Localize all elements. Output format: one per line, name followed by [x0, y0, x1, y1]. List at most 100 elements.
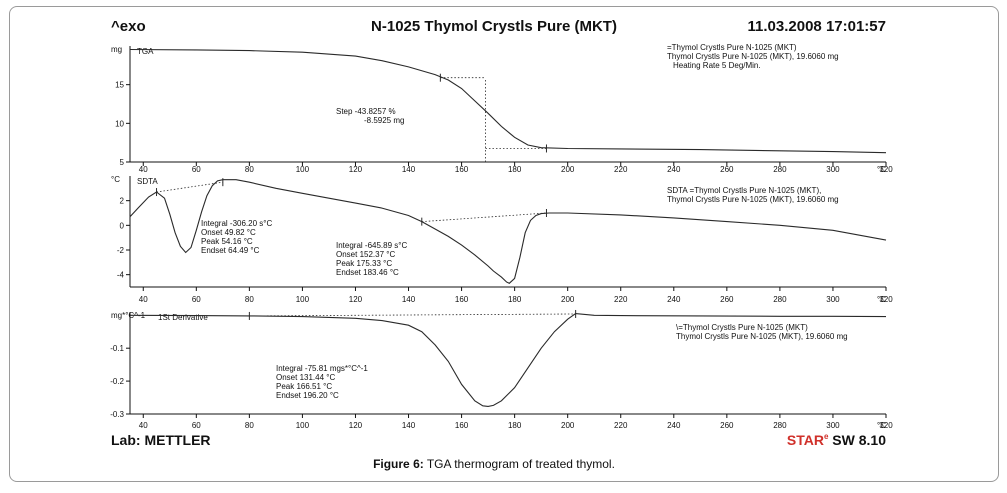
software-label: STARe SW 8.10 [787, 432, 886, 448]
annotation-line: Peak 166.51 °C [276, 382, 332, 391]
y-unit-label: mg*°C^-1 [111, 311, 146, 320]
x-tick-label: 280 [773, 421, 787, 430]
x-tick-label: 120 [349, 421, 363, 430]
annotation-line: Integral -306.20 s°C [201, 219, 272, 228]
x-tick-label: 260 [720, 295, 734, 304]
y-tick-label: -0.2 [110, 377, 124, 386]
x-tick-label: 260 [720, 421, 734, 430]
x-tick-label: 100 [296, 165, 310, 174]
x-tick-label: 160 [455, 295, 469, 304]
annotation-line: Endset 64.49 °C [201, 246, 260, 255]
legend-line: Thymol Crystls Pure N-1025 (MKT), 19.606… [676, 332, 848, 341]
annotation-line: Step -43.8257 % [336, 107, 396, 116]
x-tick-label: 100 [296, 295, 310, 304]
x-tick-label: 300 [826, 165, 840, 174]
x-tick-label: 40 [139, 165, 148, 174]
annotation-line: Integral -645.89 s°C [336, 241, 407, 250]
star-mark: e [824, 432, 829, 441]
legend-line: =Thymol Crystls Pure N-1025 (MKT) [667, 43, 797, 52]
y-unit-label: mg [111, 45, 122, 54]
annotation-line: Integral -75.81 mgs*°C^-1 [276, 364, 368, 373]
annotation-line: Onset 49.82 °C [201, 228, 256, 237]
x-tick-label: 120 [349, 165, 363, 174]
x-tick-label: 240 [667, 421, 681, 430]
x-tick-label: 180 [508, 165, 522, 174]
x-tick-label: 240 [667, 165, 681, 174]
x-tick-label: 140 [402, 295, 416, 304]
figure-frame [9, 6, 999, 482]
annotation-line: Onset 131.44 °C [276, 373, 335, 382]
y-tick-label: 0 [120, 221, 125, 230]
x-unit-label: °C [877, 295, 886, 304]
chart-title: N-1025 Thymol Crystls Pure (MKT) [371, 18, 617, 35]
x-unit-label: °C [877, 165, 886, 174]
x-tick-label: 160 [455, 165, 469, 174]
annotation-line: -8.5925 mg [364, 116, 404, 125]
x-tick-label: 60 [192, 295, 201, 304]
figure-caption: Figure 6: TGA thermogram of treated thym… [373, 457, 615, 471]
legend-line: Thymol Crystls Pure N-1025 (MKT), 19.606… [667, 195, 839, 204]
x-tick-label: 40 [139, 295, 148, 304]
annotation-line: Peak 175.33 °C [336, 259, 392, 268]
lab-label: Lab: METTLER [111, 432, 211, 448]
series-line [129, 179, 887, 284]
x-tick-label: 200 [561, 165, 575, 174]
x-tick-label: 140 [402, 165, 416, 174]
caption-text: TGA thermogram of treated thymol. [424, 457, 615, 471]
annotation-line: Endset 183.46 °C [336, 268, 399, 277]
legend-line: Thymol Crystls Pure N-1025 (MKT), 19.606… [667, 52, 839, 61]
integration-baseline [421, 212, 547, 223]
x-tick-label: 220 [614, 421, 628, 430]
star-brand: STAR [787, 432, 824, 448]
x-tick-label: 220 [614, 295, 628, 304]
panels: 40 60 80 100 120 140 160 180 200 220 240 260 280 300 3… [110, 43, 893, 430]
y-tick-label: 10 [115, 119, 124, 128]
x-tick-label: 200 [561, 421, 575, 430]
x-tick-label: 60 [192, 165, 201, 174]
x-tick-label: 260 [720, 165, 734, 174]
x-tick-label: 80 [245, 165, 254, 174]
x-tick-label: 320 [879, 165, 893, 174]
y-tick-label: 5 [120, 158, 125, 167]
y-tick-label: 15 [115, 81, 124, 90]
x-tick-label: 280 [773, 165, 787, 174]
integration-baseline [249, 313, 576, 317]
x-tick-label: 160 [455, 421, 469, 430]
x-unit-label: °C [877, 421, 886, 430]
x-tick-label: 240 [667, 295, 681, 304]
panel-name-label: TGA [137, 47, 154, 56]
timestamp: 11.03.2008 17:01:57 [748, 18, 886, 35]
annotation-line: Peak 54.16 °C [201, 237, 253, 246]
series-line [129, 313, 887, 407]
x-tick-label: 80 [245, 421, 254, 430]
panel-name-label: 1St Derivative [158, 313, 208, 322]
y-tick-label: -2 [117, 246, 125, 255]
series-line [129, 48, 887, 154]
x-tick-label: 140 [402, 421, 416, 430]
x-tick-label: 220 [614, 165, 628, 174]
annotation-line: Endset 196.20 °C [276, 391, 339, 400]
caption-label: Figure 6: [373, 457, 424, 471]
exo-label: ^exo [111, 18, 146, 35]
y-tick-label: -0.1 [110, 344, 124, 353]
legend-line: SDTA =Thymol Crystls Pure N-1025 (MKT), [667, 186, 821, 195]
x-tick-label: 280 [773, 295, 787, 304]
y-tick-label: 2 [120, 197, 125, 206]
x-tick-label: 180 [508, 295, 522, 304]
x-tick-label: 120 [349, 295, 363, 304]
integration-baseline [156, 181, 223, 193]
x-tick-label: 320 [879, 421, 893, 430]
x-tick-label: 100 [296, 421, 310, 430]
y-unit-label: °C [111, 175, 120, 184]
panel-name-label: SDTA [137, 177, 158, 186]
x-tick-label: 300 [826, 295, 840, 304]
y-tick-label: -0.3 [110, 410, 124, 419]
annotation-line: Onset 152.37 °C [336, 250, 395, 259]
x-tick-label: 300 [826, 421, 840, 430]
x-tick-label: 40 [139, 421, 148, 430]
x-tick-label: 60 [192, 421, 201, 430]
legend-line: \=Thymol Crystls Pure N-1025 (MKT) [676, 323, 808, 332]
software-version: SW 8.10 [828, 432, 886, 448]
x-tick-label: 80 [245, 295, 254, 304]
